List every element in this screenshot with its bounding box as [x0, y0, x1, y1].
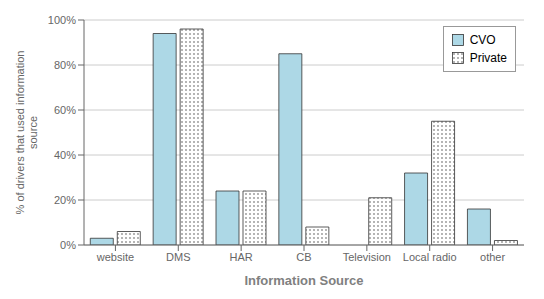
svg-text:100%: 100% [48, 14, 76, 26]
svg-text:website: website [96, 251, 134, 263]
svg-text:80%: 80% [54, 59, 76, 71]
svg-text:20%: 20% [54, 194, 76, 206]
svg-text:Information Source: Information Source [244, 273, 363, 288]
svg-text:DMS: DMS [166, 251, 190, 263]
svg-text:0%: 0% [60, 239, 76, 251]
svg-text:Local radio: Local radio [403, 251, 457, 263]
svg-text:CB: CB [296, 251, 311, 263]
svg-text:Television: Television [343, 251, 391, 263]
svg-text:40%: 40% [54, 149, 76, 161]
svg-text:other: other [480, 251, 505, 263]
svg-text:% of drivers that used informa: % of drivers that used informationsource [14, 51, 39, 215]
svg-text:HAR: HAR [230, 251, 253, 263]
html-text:Private: Private [469, 51, 507, 65]
html-text:CVO: CVO [469, 33, 496, 47]
svg-text:60%: 60% [54, 104, 76, 116]
